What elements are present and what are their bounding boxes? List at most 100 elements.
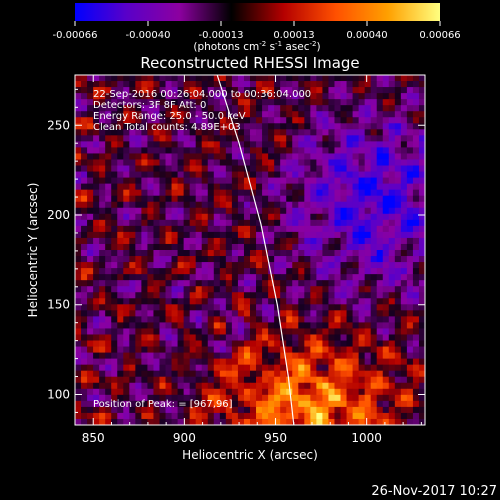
heatmap-cell bbox=[346, 340, 353, 347]
heatmap-cell bbox=[135, 243, 142, 251]
heatmap-cell bbox=[81, 135, 88, 142]
heatmap-cell bbox=[165, 111, 172, 118]
heatmap-cell bbox=[99, 406, 106, 414]
heatmap-cell bbox=[286, 370, 293, 378]
heatmap-cell bbox=[340, 105, 347, 112]
heatmap-cell bbox=[334, 81, 341, 88]
heatmap-cell bbox=[346, 382, 353, 390]
heatmap-cell bbox=[256, 237, 263, 245]
heatmap-cell bbox=[213, 153, 221, 160]
heatmap-cell bbox=[141, 75, 148, 82]
heatmap-cell bbox=[231, 147, 239, 154]
heatmap-cell bbox=[159, 231, 166, 239]
heatmap-cell bbox=[364, 153, 372, 160]
heatmap-cell bbox=[243, 418, 251, 425]
heatmap-cell bbox=[219, 111, 227, 118]
heatmap-cell bbox=[388, 123, 396, 130]
heatmap-cell bbox=[358, 129, 366, 136]
heatmap-cell bbox=[280, 418, 287, 425]
heatmap-cell bbox=[304, 129, 311, 136]
heatmap-cell bbox=[370, 213, 378, 221]
heatmap-cell bbox=[81, 159, 88, 166]
heatmap-cell bbox=[412, 231, 420, 239]
heatmap-cell bbox=[231, 111, 239, 118]
heatmap-cell bbox=[213, 412, 221, 420]
heatmap-cell bbox=[346, 250, 353, 257]
heatmap-cell bbox=[250, 135, 257, 142]
heatmap-cell bbox=[256, 406, 263, 414]
heatmap-cell bbox=[274, 87, 281, 94]
heatmap-cell bbox=[159, 159, 166, 166]
heatmap-cell bbox=[358, 75, 366, 82]
heatmap-cell bbox=[123, 195, 130, 203]
heatmap-cell bbox=[376, 400, 384, 408]
heatmap-cell bbox=[286, 340, 293, 347]
heatmap-cell bbox=[328, 322, 335, 329]
heatmap-cell bbox=[352, 201, 360, 209]
heatmap-cell bbox=[268, 219, 275, 227]
heatmap-cell bbox=[195, 256, 203, 263]
heatmap-cell bbox=[87, 219, 94, 227]
heatmap-cell bbox=[304, 346, 311, 353]
heatmap-cell bbox=[388, 195, 396, 203]
heatmap-cell bbox=[406, 213, 414, 221]
heatmap-cell bbox=[358, 256, 366, 263]
heatmap-cell bbox=[183, 213, 191, 221]
heatmap-cell bbox=[364, 358, 372, 366]
heatmap-cell bbox=[207, 117, 215, 124]
heatmap-cell bbox=[340, 111, 347, 118]
heatmap-cell bbox=[105, 75, 112, 82]
heatmap-cell bbox=[171, 286, 178, 293]
heatmap-cell bbox=[304, 231, 311, 239]
heatmap-cell bbox=[292, 406, 299, 414]
heatmap-cell bbox=[135, 81, 142, 88]
heatmap-cell bbox=[117, 141, 124, 148]
heatmap-cell bbox=[123, 388, 130, 396]
heatmap-cell bbox=[412, 135, 420, 142]
heatmap-cell bbox=[400, 135, 408, 142]
heatmap-cell bbox=[376, 165, 384, 172]
heatmap-cell bbox=[322, 400, 329, 408]
heatmap-cell bbox=[93, 376, 100, 384]
heatmap-cell bbox=[189, 231, 197, 239]
heatmap-cell bbox=[256, 322, 263, 329]
heatmap-cell bbox=[412, 346, 420, 353]
heatmap-cell bbox=[201, 219, 209, 227]
heatmap-cell bbox=[412, 256, 420, 263]
heatmap-cell bbox=[183, 243, 191, 251]
heatmap-cell bbox=[111, 165, 118, 172]
heatmap-cell bbox=[201, 93, 209, 100]
heatmap-cell bbox=[243, 274, 251, 281]
heatmap-cell bbox=[340, 81, 347, 88]
heatmap-cell bbox=[183, 231, 191, 239]
heatmap-cell bbox=[352, 93, 360, 100]
heatmap-cell bbox=[256, 274, 263, 281]
heatmap-cell bbox=[316, 159, 323, 166]
heatmap-cell bbox=[394, 328, 402, 335]
heatmap-cell bbox=[171, 147, 178, 154]
heatmap-cell bbox=[412, 412, 420, 420]
heatmap-cell bbox=[286, 262, 293, 269]
heatmap-cell bbox=[418, 304, 425, 311]
heatmap-cell bbox=[298, 400, 305, 408]
heatmap-cell bbox=[81, 231, 88, 239]
heatmap-cell bbox=[370, 237, 378, 245]
heatmap-cell bbox=[165, 201, 172, 209]
heatmap-cell bbox=[219, 388, 227, 396]
heatmap-cell bbox=[250, 201, 257, 209]
heatmap-cell bbox=[418, 286, 425, 293]
heatmap-cell bbox=[81, 105, 88, 112]
heatmap-cell bbox=[400, 99, 408, 106]
heatmap-cell bbox=[388, 268, 396, 275]
heatmap-cell bbox=[117, 256, 124, 263]
heatmap-cell bbox=[340, 123, 347, 130]
heatmap-cell bbox=[358, 237, 366, 245]
heatmap-cell bbox=[406, 292, 414, 299]
heatmap-cell bbox=[388, 394, 396, 402]
heatmap-cell bbox=[256, 364, 263, 372]
heatmap-cell bbox=[189, 304, 197, 311]
heatmap-cell bbox=[274, 213, 281, 221]
heatmap-cell bbox=[346, 129, 353, 136]
heatmap-cell bbox=[135, 93, 142, 100]
heatmap-cell bbox=[189, 346, 197, 353]
